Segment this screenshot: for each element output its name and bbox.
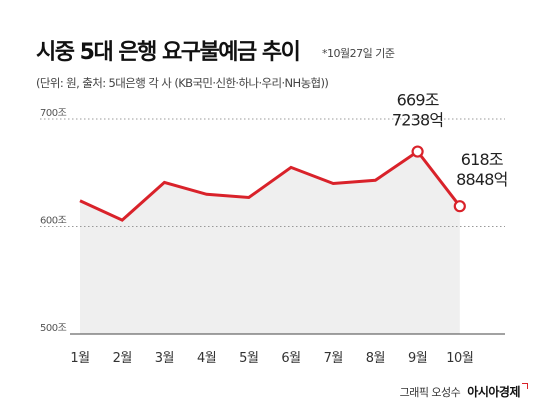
x-tick-label: 3월: [155, 351, 174, 366]
x-tick-label: 2월: [113, 351, 132, 366]
x-tick-label: 6월: [281, 351, 300, 366]
x-tick-label: 7월: [324, 351, 343, 366]
y-tick-label: 700조: [40, 108, 67, 119]
chart-title: 시중 5대 은행 요구불예금 추이: [36, 40, 301, 65]
publisher-logo-mark: [522, 383, 528, 389]
highlight-marker: [411, 145, 424, 158]
credit-line: 그래픽 오성수 아시아경제: [400, 383, 528, 400]
unit-source-note: (단위: 원, 출처: 5대은행 각 사 (KB국민·신한·하나·우리·NH농협…: [36, 76, 329, 90]
series-line: [79, 149, 461, 222]
x-tick-label: 8월: [366, 351, 385, 366]
graphic-credit: 그래픽 오성수: [399, 386, 461, 399]
publisher-name: 아시아경제: [467, 385, 520, 399]
x-tick-label: 9월: [408, 351, 427, 366]
x-tick-label: 10월: [446, 351, 473, 366]
x-tick-label: 5월: [239, 351, 258, 366]
area-fill: [80, 151, 460, 334]
highlight-marker: [453, 200, 466, 213]
y-tick-label: 600조: [40, 216, 67, 227]
x-tick-label: 4월: [197, 351, 216, 366]
data-label: 618조: [461, 150, 503, 169]
plot-area: 500조 600조 700조 1월 2월 3월 4월 5월 6월 7월 8월 9월 10월 669조723…: [40, 91, 508, 366]
x-tick-label: 1월: [70, 351, 89, 366]
y-tick-label: 500조: [40, 323, 67, 334]
reference-date-note: *10월27일 기준: [322, 47, 395, 60]
data-label: 7238억: [392, 111, 443, 130]
data-label: 8848억: [456, 170, 507, 189]
data-label: 669조: [397, 91, 439, 110]
